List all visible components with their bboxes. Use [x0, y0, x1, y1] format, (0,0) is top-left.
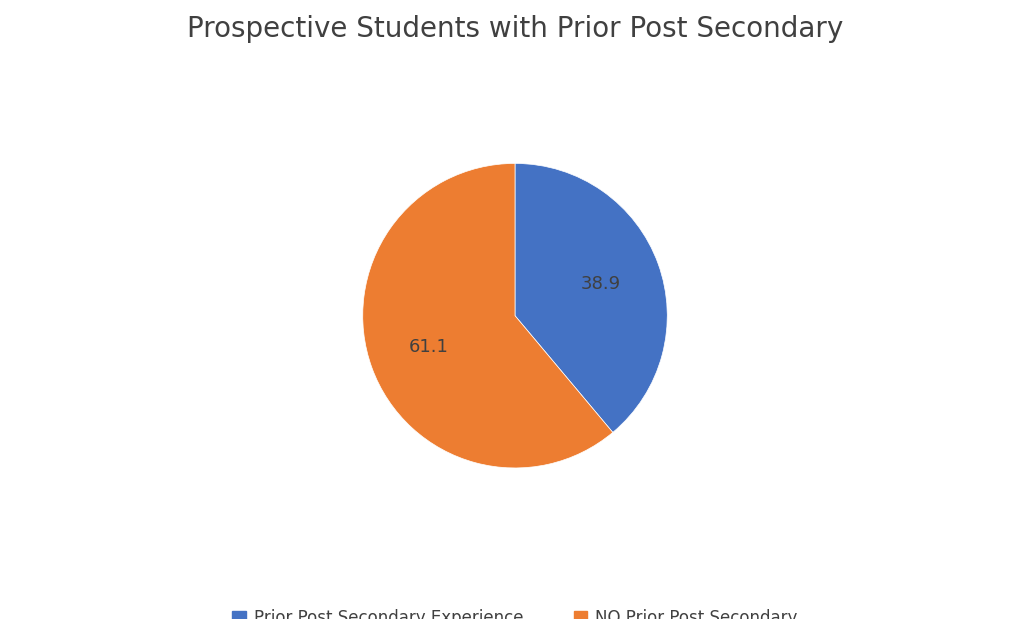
Title: Prospective Students with Prior Post Secondary: Prospective Students with Prior Post Sec… [186, 15, 844, 43]
Text: 61.1: 61.1 [409, 338, 449, 356]
Text: 38.9: 38.9 [581, 275, 621, 293]
Wedge shape [515, 163, 667, 433]
Legend: Prior Post Secondary Experience, NO Prior Post Secondary: Prior Post Secondary Experience, NO Prio… [233, 609, 797, 619]
Wedge shape [363, 163, 613, 468]
